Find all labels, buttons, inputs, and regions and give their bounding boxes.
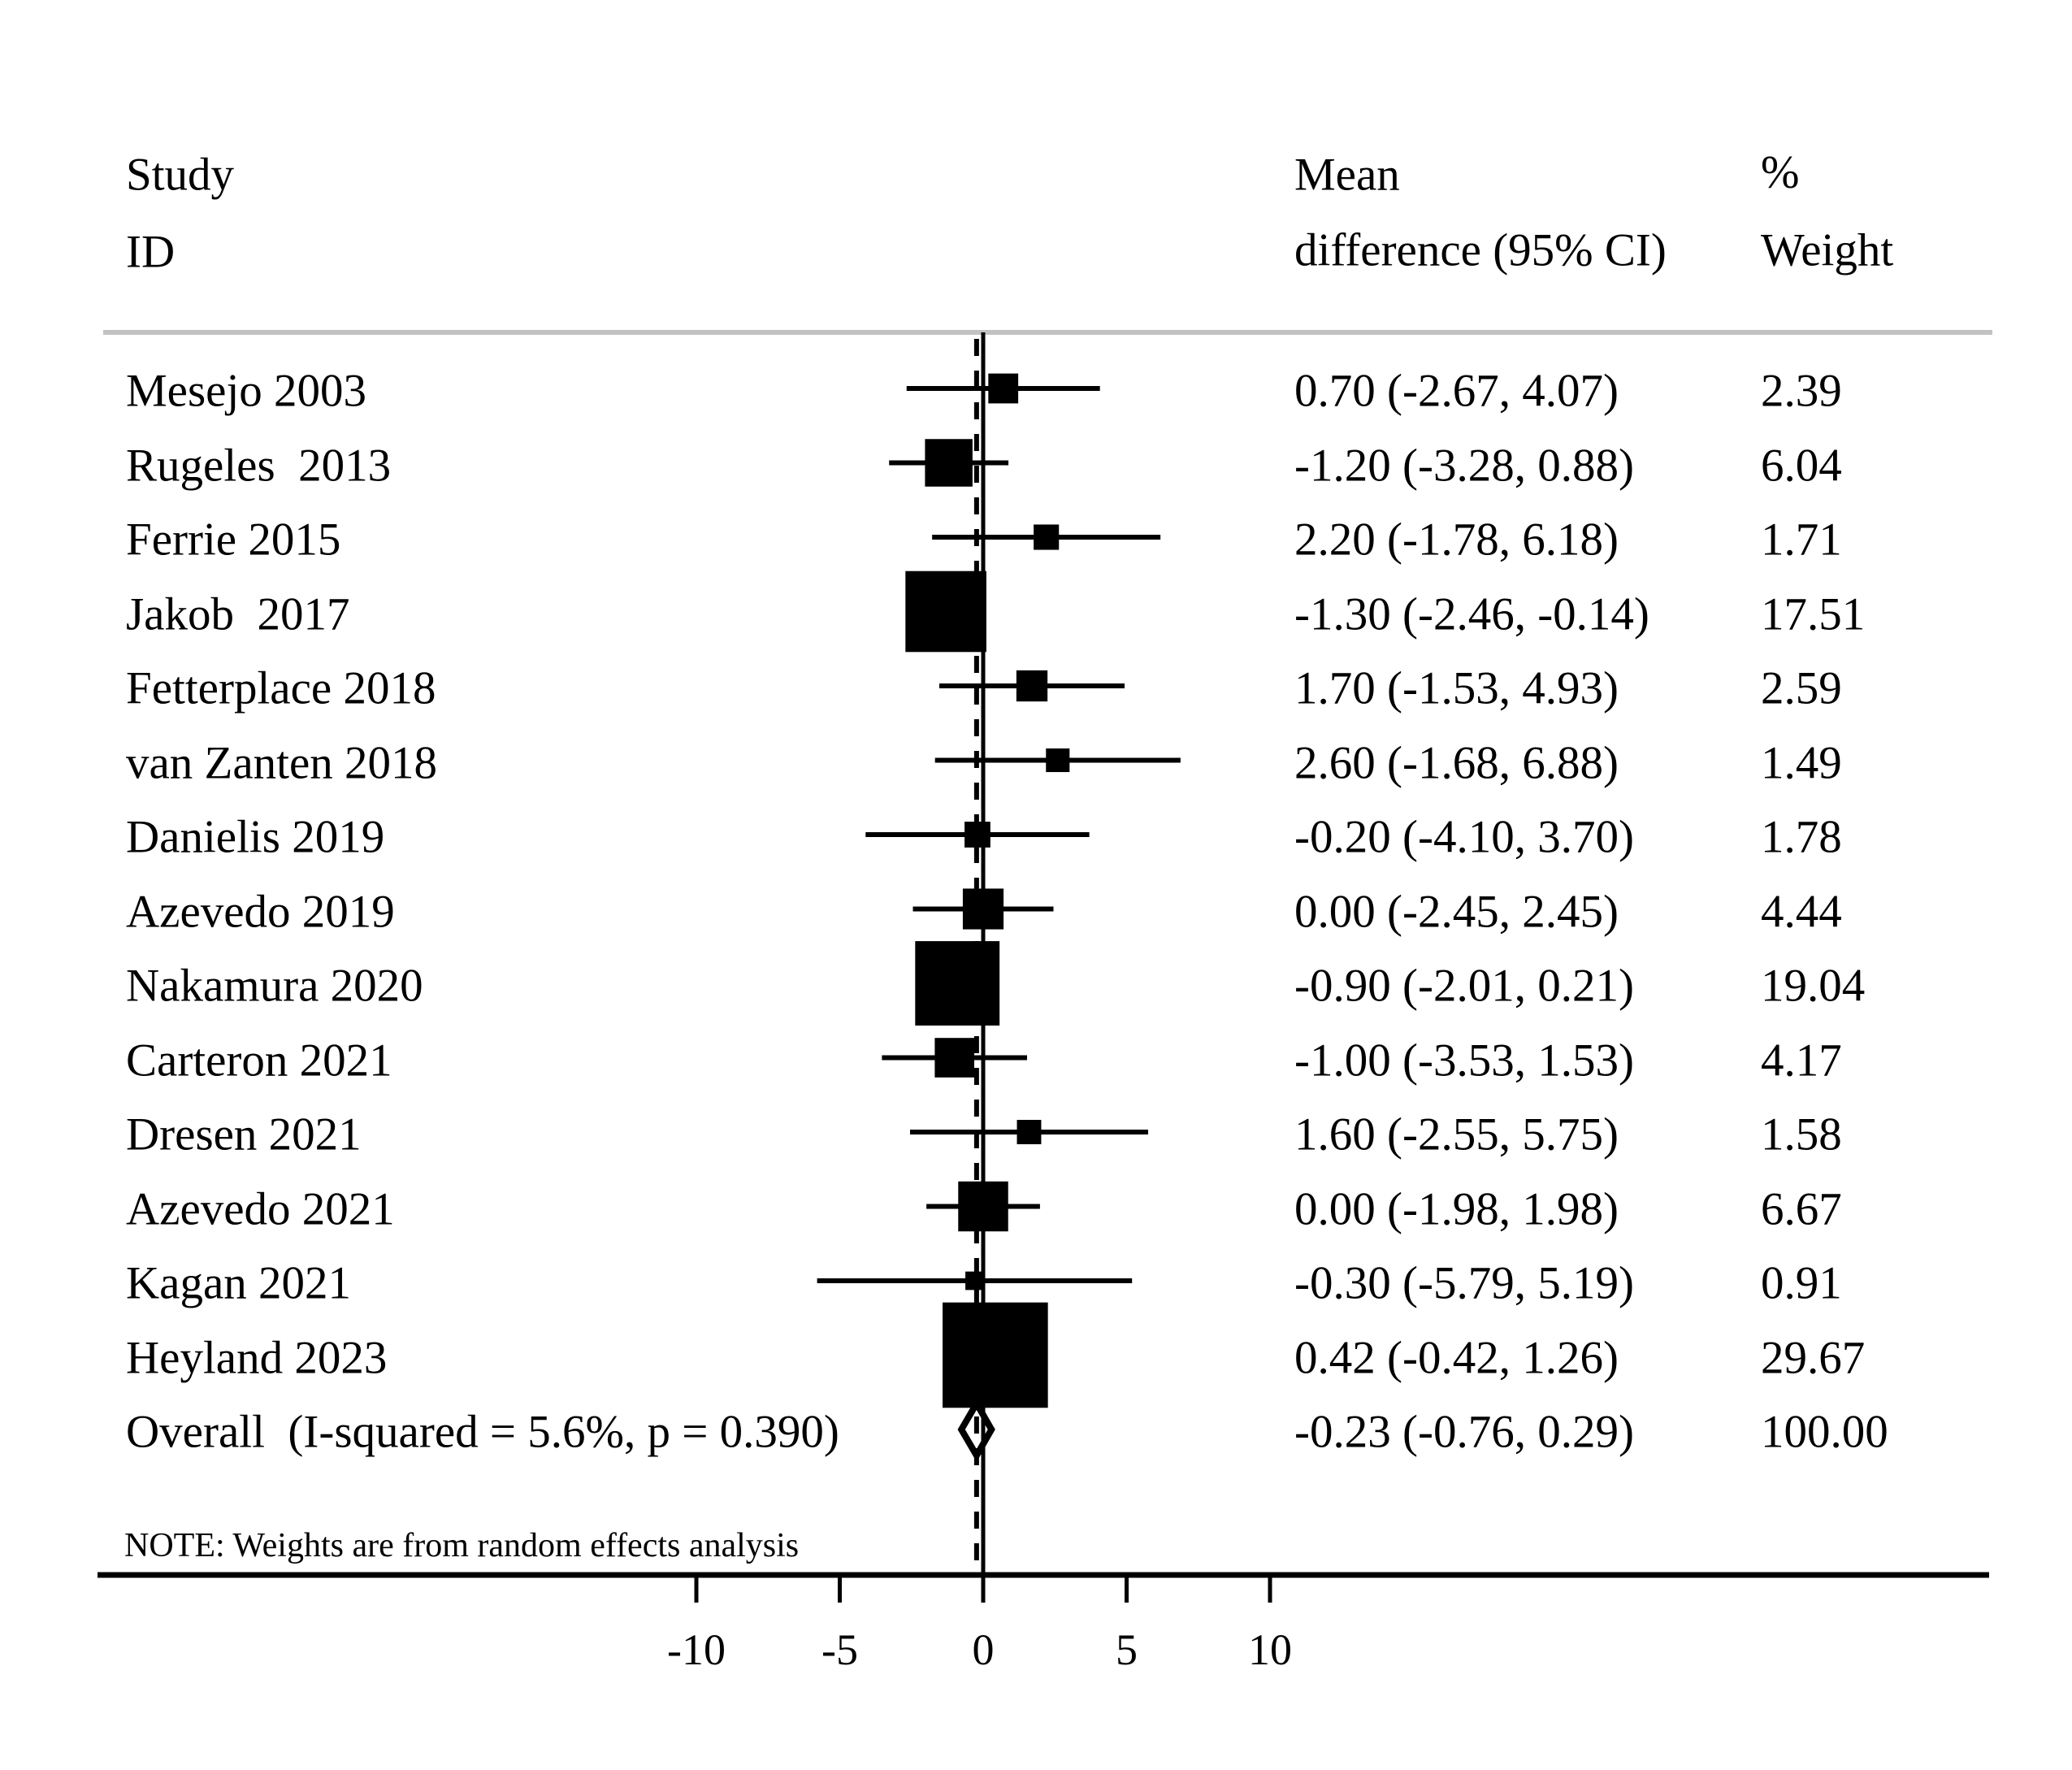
- column-header-weight-line2: Weight: [1761, 224, 1894, 276]
- column-header-weight-line1: %: [1761, 146, 1800, 198]
- effect-box: [943, 1302, 1048, 1408]
- weight-label: 1.78: [1761, 811, 1842, 863]
- column-header-study-line1: Study: [126, 149, 235, 201]
- weight-label: 17.51: [1761, 588, 1866, 640]
- header-divider-rule: [103, 330, 1992, 335]
- effect-box: [962, 888, 1004, 930]
- mean-ci-label: -0.20 (-4.10, 3.70): [1294, 811, 1634, 863]
- study-label: Ferrie 2015: [126, 514, 341, 566]
- x-axis-tick-label: -10: [667, 1625, 726, 1674]
- mean-ci-label: -1.20 (-3.28, 0.88): [1294, 440, 1634, 491]
- study-label: van Zanten 2018: [126, 737, 438, 788]
- overall-weight-label: 100.00: [1761, 1406, 1888, 1458]
- effect-box: [925, 439, 973, 487]
- study-label: Azevedo 2019: [126, 886, 395, 937]
- study-label: Fetterplace 2018: [126, 662, 436, 714]
- effect-box: [915, 941, 1000, 1026]
- mean-ci-label: 1.70 (-1.53, 4.93): [1294, 662, 1619, 714]
- column-header-study-line2: ID: [126, 226, 176, 278]
- effect-box: [1016, 670, 1048, 702]
- study-label: Dresen 2021: [126, 1108, 362, 1160]
- effect-box: [1046, 748, 1070, 773]
- weight-label: 2.39: [1761, 365, 1842, 417]
- weight-label: 6.67: [1761, 1183, 1842, 1234]
- effect-box: [934, 1038, 975, 1078]
- weight-label: 1.58: [1761, 1108, 1842, 1160]
- mean-ci-label: 2.60 (-1.68, 6.88): [1294, 737, 1619, 788]
- effect-box: [988, 373, 1019, 404]
- mean-ci-label: 1.60 (-2.55, 5.75): [1294, 1108, 1619, 1160]
- effect-box: [905, 570, 986, 653]
- weight-label: 4.17: [1761, 1035, 1842, 1086]
- study-label: Carteron 2021: [126, 1035, 392, 1086]
- mean-ci-label: 0.70 (-2.67, 4.07): [1294, 365, 1619, 417]
- overall-diamond: [957, 1397, 995, 1462]
- weight-label: 1.71: [1761, 514, 1842, 566]
- effect-box: [964, 822, 990, 848]
- effect-box: [958, 1181, 1008, 1232]
- overall-mean-ci-label: -0.23 (-0.76, 0.29): [1294, 1406, 1634, 1458]
- x-axis-tick-label: 5: [1116, 1625, 1138, 1674]
- x-axis-tick-label: -5: [821, 1625, 858, 1674]
- weight-label: 4.44: [1761, 886, 1842, 937]
- weight-label: 2.59: [1761, 662, 1842, 714]
- study-label: Mesejo 2003: [126, 365, 367, 417]
- mean-ci-label: -0.30 (-5.79, 5.19): [1294, 1257, 1634, 1309]
- study-label: Jakob 2017: [126, 588, 350, 640]
- study-label: Heyland 2023: [126, 1332, 388, 1383]
- study-label: Kagan 2021: [126, 1257, 352, 1309]
- study-label: Danielis 2019: [126, 811, 385, 863]
- mean-ci-label: -0.90 (-2.01, 0.21): [1294, 960, 1634, 1012]
- mean-ci-label: 2.20 (-1.78, 6.18): [1294, 514, 1619, 566]
- x-axis-tick-label: 10: [1248, 1625, 1292, 1674]
- study-label: Azevedo 2021: [126, 1183, 395, 1234]
- mean-ci-label: -1.30 (-2.46, -0.14): [1294, 588, 1649, 640]
- weight-label: 6.04: [1761, 440, 1842, 491]
- mean-ci-label: -1.00 (-3.53, 1.53): [1294, 1035, 1634, 1086]
- effect-box: [1016, 1120, 1042, 1144]
- mean-ci-label: 0.42 (-0.42, 1.26): [1294, 1332, 1619, 1383]
- study-label: Nakamura 2020: [126, 960, 423, 1012]
- weight-label: 0.91: [1761, 1257, 1842, 1309]
- weight-label: 29.67: [1761, 1332, 1866, 1383]
- effect-box: [965, 1271, 984, 1291]
- overall-label: Overall (I-squared = 5.6%, p = 0.390): [126, 1406, 839, 1458]
- mean-ci-label: 0.00 (-2.45, 2.45): [1294, 886, 1619, 937]
- effect-box: [1034, 524, 1060, 550]
- random-effects-note: NOTE: Weights are from random effects an…: [124, 1527, 800, 1564]
- weight-label: 19.04: [1761, 960, 1866, 1012]
- column-header-mean-line1: Mean: [1294, 149, 1400, 201]
- weight-label: 1.49: [1761, 737, 1842, 788]
- column-header-mean-line2: difference (95% CI): [1294, 224, 1667, 276]
- x-axis-tick-label: 0: [972, 1625, 995, 1674]
- mean-ci-label: 0.00 (-1.98, 1.98): [1294, 1183, 1619, 1234]
- study-label: Rugeles 2013: [126, 440, 392, 491]
